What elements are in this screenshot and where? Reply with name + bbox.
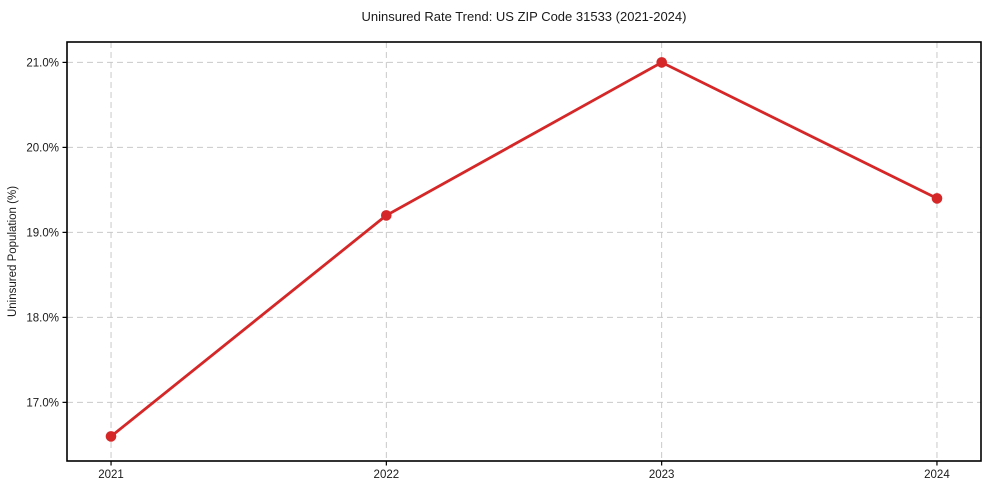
x-tick-label: 2023: [649, 469, 675, 481]
y-tick-label: 17.0%: [26, 397, 59, 409]
plot-border: [66, 41, 982, 462]
chart-title: Uninsured Rate Trend: US ZIP Code 31533 …: [362, 9, 687, 24]
axis-ticks: 17.0% 18.0% 19.0% 20.0% 21.0% 2021 2022 2023 202…: [26, 57, 950, 481]
y-tick-label: 19.0%: [26, 227, 59, 239]
trend-line: [109, 60, 939, 438]
plot-frame: [66, 41, 982, 462]
y-axis-label: Uninsured Population (%): [7, 186, 19, 317]
y-tick-label: 20.0%: [26, 142, 59, 154]
y-tick-label: 21.0%: [26, 57, 59, 69]
y-tick-label: 18.0%: [26, 312, 59, 324]
data-point-marker: [931, 193, 943, 204]
x-tick-label: 2022: [374, 469, 400, 481]
data-point-marker: [105, 431, 117, 442]
x-tick-label: 2024: [924, 469, 950, 481]
x-tick-label: 2021: [98, 469, 124, 481]
data-point-marker: [656, 57, 667, 68]
grid-lines: [67, 42, 981, 461]
data-point-marker: [381, 210, 392, 221]
data-series: [105, 57, 943, 442]
